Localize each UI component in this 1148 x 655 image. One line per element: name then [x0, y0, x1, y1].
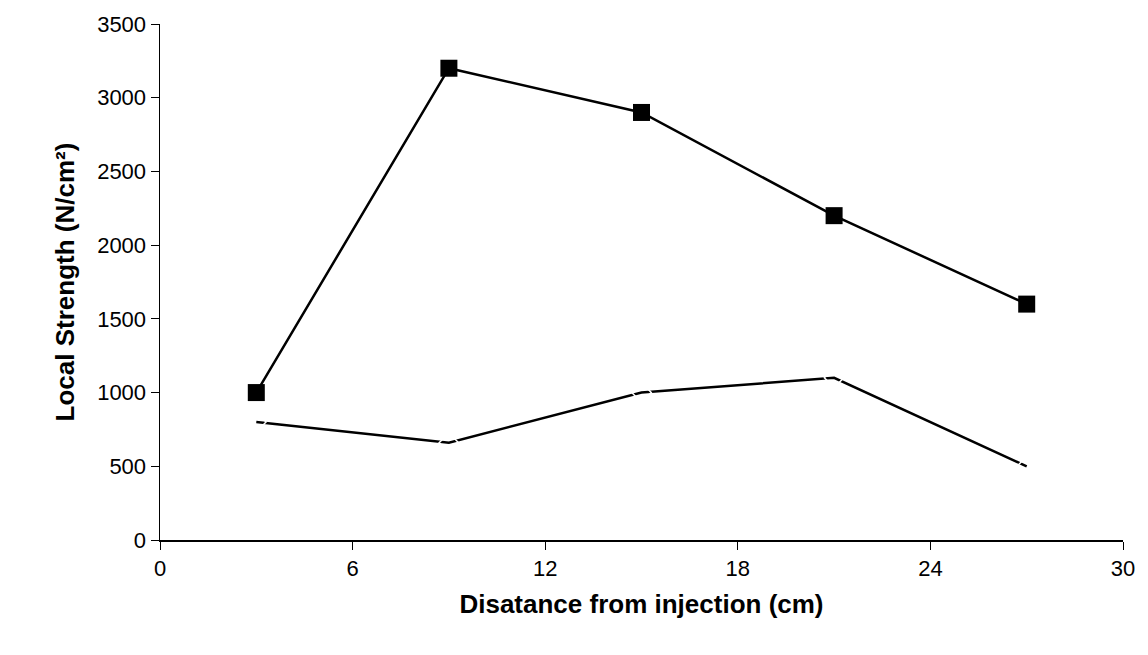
svg-text:Local Strength (N/cm²): Local Strength (N/cm²)	[50, 143, 80, 422]
svg-text:0: 0	[134, 528, 146, 553]
svg-text:500: 500	[109, 454, 146, 479]
svg-text:12: 12	[533, 556, 557, 581]
svg-text:24: 24	[918, 556, 942, 581]
svg-text:3000: 3000	[97, 85, 146, 110]
svg-text:Disatance from injection (cm): Disatance from injection (cm)	[459, 589, 823, 619]
svg-text:6: 6	[346, 556, 358, 581]
svg-text:1000: 1000	[97, 380, 146, 405]
svg-text:30: 30	[1111, 556, 1135, 581]
svg-text:18: 18	[726, 556, 750, 581]
svg-text:3500: 3500	[97, 12, 146, 37]
svg-text:1500: 1500	[97, 307, 146, 332]
svg-text:0: 0	[154, 556, 166, 581]
svg-text:2000: 2000	[97, 233, 146, 258]
svg-text:2500: 2500	[97, 159, 146, 184]
